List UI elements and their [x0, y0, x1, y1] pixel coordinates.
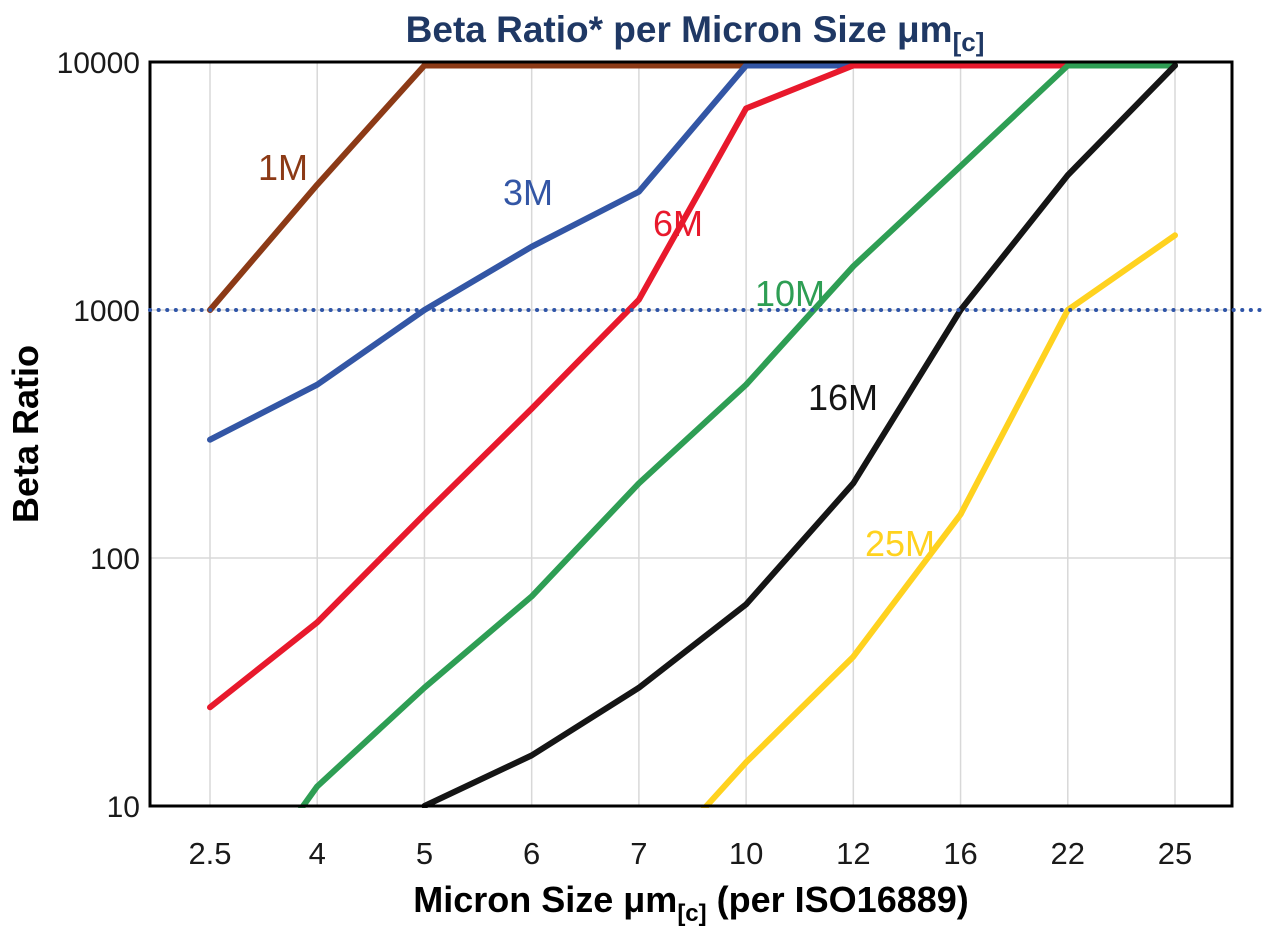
y-tick-label: 10000 [57, 47, 140, 80]
series-label-1M: 1M [258, 147, 308, 188]
x-axis-label-unit: μm [623, 879, 677, 920]
x-axis-label-main: Micron Size [413, 879, 623, 920]
x-tick-label: 10 [729, 836, 763, 871]
x-tick-label: 25 [1158, 836, 1192, 871]
chart-title-main: Beta Ratio* per Micron Size [406, 9, 897, 50]
x-tick-label: 2.5 [188, 836, 231, 871]
y-tick-label: 100 [90, 543, 140, 576]
x-tick-label: 12 [836, 836, 870, 871]
chart-title: Beta Ratio* per Micron Size μm[c] [406, 9, 985, 57]
chart-title-unit: μm [897, 9, 953, 50]
series-labels-layer: 1M 3M 6M 10M 16M 25M [258, 147, 935, 564]
x-axis-label-unit-subscript: [c] [677, 900, 706, 927]
x-tick-label: 6 [523, 836, 540, 871]
series-label-6M: 6M [653, 203, 703, 244]
y-axis-label: Beta Ratio [5, 345, 46, 523]
series-label-3M: 3M [503, 172, 553, 213]
x-tick-label: 4 [309, 836, 326, 871]
x-tick-label: 5 [416, 836, 433, 871]
series-label-10M: 10M [755, 273, 825, 314]
tick-labels-layer: 2.5 4 5 6 7 10 12 16 22 25 10 100 1000 10000 [57, 47, 1193, 871]
series-layer [207, 62, 1178, 808]
series-line-16M [421, 62, 1178, 808]
y-tick-label: 10 [107, 791, 140, 824]
y-tick-label: 1000 [73, 295, 140, 328]
series-label-16M: 16M [808, 377, 878, 418]
x-axis-label-suffix: (per ISO16889) [707, 879, 969, 920]
x-tick-label: 22 [1051, 836, 1085, 871]
x-axis-label: Micron Size μm[c] (per ISO16889) [413, 879, 969, 927]
series-label-25M: 25M [865, 523, 935, 564]
series-line-25M [700, 232, 1178, 808]
chart-title-unit-subscript: [c] [953, 27, 985, 57]
plot-border [148, 60, 1234, 808]
x-tick-label: 7 [630, 836, 647, 871]
series-line-1M [207, 62, 750, 313]
series-line-6M [207, 62, 1178, 711]
series-line-10M [297, 62, 1178, 808]
plot-frame-layer [148, 60, 1234, 808]
x-tick-label: 16 [943, 836, 977, 871]
